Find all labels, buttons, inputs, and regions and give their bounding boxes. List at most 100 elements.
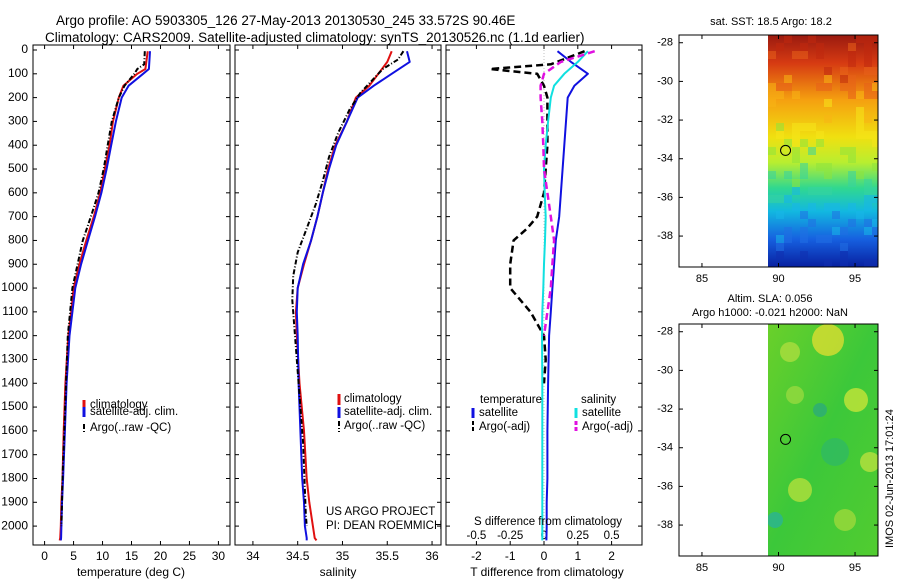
sst-cell <box>856 131 864 139</box>
sst-cell <box>872 163 878 171</box>
map-y-tick-label: -34 <box>657 442 673 454</box>
sst-cell <box>768 83 776 91</box>
map-y-tick-label: -32 <box>657 403 673 415</box>
sst-cell <box>776 235 784 243</box>
sst-cell <box>840 147 848 155</box>
sst-cell <box>848 219 856 227</box>
map-y-tick-label: -36 <box>657 480 673 492</box>
sst-cell <box>864 91 872 99</box>
sst-cell <box>792 155 800 163</box>
sst-cell <box>864 179 872 187</box>
sst-map-title: sat. SST: 18.5 Argo: 18.2 <box>710 16 832 28</box>
sst-cell <box>864 67 872 75</box>
sla-anomaly-blob <box>813 403 827 417</box>
sst-cell <box>840 67 848 75</box>
difference-x-ticks: -2 -1 0 1 2 <box>471 45 615 563</box>
map-y-tick-label: -38 <box>657 519 673 531</box>
sst-cell <box>824 67 832 75</box>
sst-cell <box>824 203 832 211</box>
top-tick-label: 0.5 <box>604 530 620 542</box>
legend-sal-satellite-label: satellite <box>582 407 621 419</box>
sst-cell <box>784 35 792 43</box>
sst-cell <box>840 243 848 251</box>
legend-satellite-label: satellite-adj. clim. <box>344 406 432 418</box>
depth-tick-label: 2000 <box>1 518 28 532</box>
sst-cell <box>872 187 878 195</box>
sst-cell <box>792 179 800 187</box>
sst-cell <box>872 139 878 147</box>
sst-cell <box>848 75 856 83</box>
sst-cell <box>848 147 856 155</box>
sst-cell <box>776 43 784 51</box>
sst-field-texture <box>768 35 878 267</box>
depth-tick-label: 300 <box>8 114 28 128</box>
depth-tick-label: 1500 <box>1 399 28 413</box>
legend-argo-label: Argo(..raw -QC) <box>90 422 171 434</box>
sla-field-texture <box>768 324 878 531</box>
sst-cell <box>864 203 872 211</box>
sst-cell <box>784 171 792 179</box>
sst-cell <box>768 99 776 107</box>
temperature-x-label: temperature (deg C) <box>77 565 185 579</box>
x-tick-label: 15 <box>125 549 139 563</box>
sst-cell <box>864 35 872 43</box>
sst-map-y-ticks: -28 -30 -32 -34 -36 -38 <box>657 37 878 242</box>
legend-salinity-title: salinity <box>581 394 616 406</box>
salinity-x-ticks: 34 34.5 35 35.5 36 <box>246 45 439 563</box>
sst-cell <box>824 171 832 179</box>
sst-cell <box>792 91 800 99</box>
map-y-tick-label: -38 <box>657 230 673 242</box>
sst-cell <box>808 219 816 227</box>
sst-cell <box>824 75 832 83</box>
depth-tick-label: 900 <box>8 256 28 270</box>
sst-cell <box>856 171 864 179</box>
sst-cell <box>840 83 848 91</box>
sst-cell <box>856 35 864 43</box>
sst-cell <box>784 235 792 243</box>
temperature-lines <box>58 51 151 541</box>
difference-panel: -2 -1 0 1 2 -0.5 -0.25 0 0.25 0.5 T difference f… <box>445 44 643 579</box>
sst-cell <box>808 35 816 43</box>
x-tick-label: 35 <box>336 549 350 563</box>
x-tick-label: 0 <box>541 549 548 563</box>
sst-cell <box>800 235 808 243</box>
depth-tick-label: 1200 <box>1 328 28 342</box>
sst-cell <box>816 51 824 59</box>
temperature-panel: 0100200300400500600700800900100011001200… <box>1 42 231 579</box>
series-line-temperature-satellite <box>545 50 589 541</box>
sst-cell <box>848 43 856 51</box>
map-y-tick-label: -28 <box>657 37 673 49</box>
map-x-tick-label: 85 <box>696 273 708 285</box>
sst-cell <box>784 195 792 203</box>
project-annotation: US ARGO PROJECT <box>326 506 435 518</box>
sst-cell <box>872 195 878 203</box>
sst-cell <box>792 51 800 59</box>
sst-cell <box>768 171 776 179</box>
sst-cell <box>816 139 824 147</box>
sst-cell <box>816 235 824 243</box>
sst-cell <box>864 83 872 91</box>
sst-cell <box>872 219 878 227</box>
sst-cell <box>864 219 872 227</box>
series-line-temperature-argo-adj- <box>488 50 586 384</box>
sst-cell <box>792 123 800 131</box>
sst-cell <box>768 51 776 59</box>
sst-cell <box>824 163 832 171</box>
sla-anomaly-blob <box>834 509 856 531</box>
difference-x-label: T difference from climatology <box>470 565 624 579</box>
sst-cell <box>856 123 864 131</box>
x-tick-label: 35.5 <box>376 549 400 563</box>
sst-cell <box>848 83 856 91</box>
legend-satellite-label: satellite-adj. clim. <box>90 406 178 418</box>
title-line-2: Climatology: CARS2009. Satellite-adjuste… <box>45 30 585 45</box>
sla-map-title: Altim. SLA: 0.056 <box>728 293 813 305</box>
sla-anomaly-blob <box>821 438 849 466</box>
sst-cell <box>768 147 776 155</box>
depth-tick-label: 700 <box>8 209 28 223</box>
sst-cell <box>800 227 808 235</box>
sst-cell <box>864 195 872 203</box>
sst-cell <box>808 187 816 195</box>
sst-cell <box>872 83 878 91</box>
sst-cell <box>864 43 872 51</box>
